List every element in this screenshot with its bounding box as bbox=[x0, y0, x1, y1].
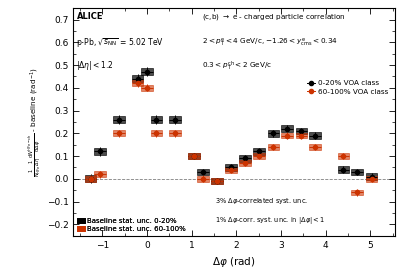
Text: $|\Delta\eta| < 1.2$: $|\Delta\eta| < 1.2$ bbox=[77, 59, 114, 72]
Text: $2 < p_{\rm T}^{\rm e} < 4$ GeV/c, $-1.26 < y_{\rm cms}^{\rm e} < 0.34$: $2 < p_{\rm T}^{\rm e} < 4$ GeV/c, $-1.2… bbox=[202, 37, 338, 49]
Bar bbox=[366, 173, 377, 180]
Legend: Baseline stat. unc. 0-20%, Baseline stat. unc. 60-100%: Baseline stat. unc. 0-20%, Baseline stat… bbox=[77, 218, 186, 232]
Bar bbox=[366, 176, 377, 182]
Bar bbox=[211, 178, 223, 184]
Bar bbox=[295, 133, 307, 138]
Text: 1% $\Delta\varphi$-corr. syst. unc. in $|\Delta\varphi| < 1$: 1% $\Delta\varphi$-corr. syst. unc. in $… bbox=[215, 215, 325, 226]
Bar bbox=[94, 148, 106, 155]
Bar bbox=[295, 128, 307, 135]
Bar bbox=[188, 153, 200, 159]
Text: ALICE: ALICE bbox=[77, 12, 103, 21]
Bar bbox=[309, 132, 321, 139]
Bar bbox=[85, 176, 96, 182]
Bar bbox=[253, 148, 265, 155]
Bar bbox=[113, 130, 125, 136]
Bar bbox=[239, 155, 251, 162]
Bar bbox=[141, 68, 153, 75]
Bar bbox=[197, 169, 209, 175]
X-axis label: $\Delta\varphi$ (rad): $\Delta\varphi$ (rad) bbox=[212, 255, 256, 269]
Bar bbox=[169, 130, 181, 136]
Bar bbox=[94, 172, 106, 177]
Bar bbox=[188, 153, 200, 159]
Text: $0.3 < p_{\rm T}^{\rm ch} < 2$ GeV/c: $0.3 < p_{\rm T}^{\rm ch} < 2$ GeV/c bbox=[202, 59, 272, 73]
Bar bbox=[211, 178, 223, 184]
Bar bbox=[281, 125, 293, 132]
Bar bbox=[132, 75, 143, 82]
Y-axis label: $\frac{1}{N_{\rm HFe}} \frac{1}{\Delta\eta} \frac{{\rm d}N^{\rm HFe-ch}}{{\rm d}: $\frac{1}{N_{\rm HFe}} \frac{1}{\Delta\e… bbox=[27, 67, 44, 177]
Bar bbox=[197, 176, 209, 182]
Bar bbox=[141, 85, 153, 91]
Bar bbox=[225, 167, 237, 173]
Bar bbox=[85, 175, 96, 182]
Bar bbox=[281, 133, 293, 138]
Bar bbox=[239, 160, 251, 166]
Bar bbox=[169, 116, 181, 123]
Bar bbox=[113, 116, 125, 123]
Bar bbox=[132, 81, 143, 86]
Bar bbox=[225, 164, 237, 171]
Bar bbox=[338, 153, 349, 159]
Bar bbox=[253, 153, 265, 159]
Text: p-Pb, $\sqrt{s_{\rm NN}}$ = 5.02 TeV: p-Pb, $\sqrt{s_{\rm NN}}$ = 5.02 TeV bbox=[77, 37, 164, 50]
Text: 3% $\Delta\varphi$-correlated syst. unc.: 3% $\Delta\varphi$-correlated syst. unc. bbox=[215, 196, 308, 206]
Bar bbox=[352, 169, 363, 175]
Text: (c,b) $\rightarrow$ e - charged particle correlation: (c,b) $\rightarrow$ e - charged particle… bbox=[202, 12, 346, 22]
Bar bbox=[267, 144, 279, 150]
Bar bbox=[309, 144, 321, 150]
Bar bbox=[352, 190, 363, 195]
Bar bbox=[267, 130, 279, 137]
Bar bbox=[151, 116, 162, 123]
Bar bbox=[338, 166, 349, 173]
Bar bbox=[151, 130, 162, 136]
